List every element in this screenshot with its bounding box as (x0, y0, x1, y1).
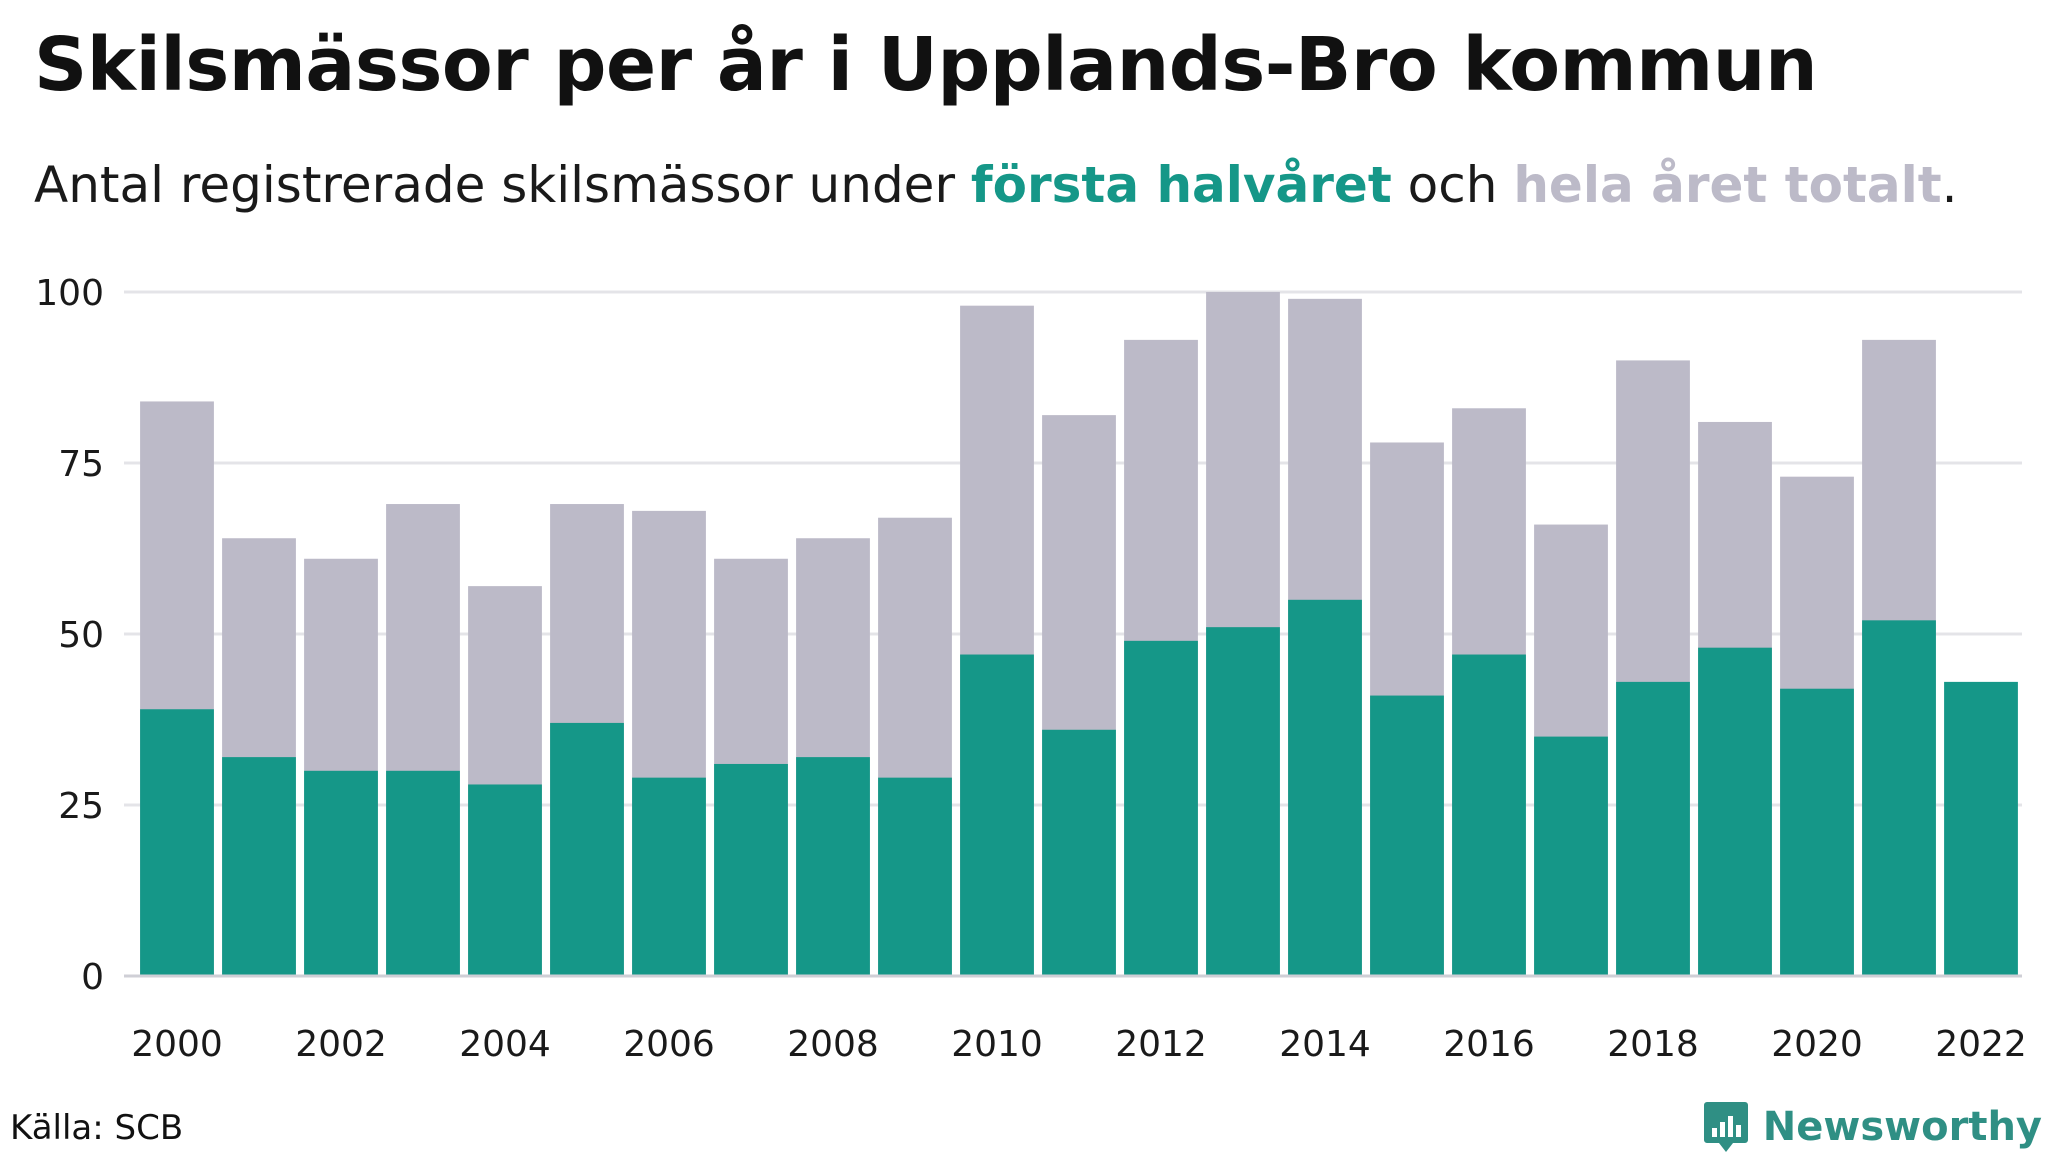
bar-first-half-2020 (1780, 688, 1854, 976)
bar-first-half-2001 (222, 757, 296, 976)
y-tick-label: 75 (58, 444, 104, 485)
x-tick-label: 2018 (1607, 1024, 1699, 1065)
bar-first-half-2019 (1698, 647, 1772, 976)
y-tick-label: 25 (58, 786, 104, 827)
x-tick-label: 2014 (1279, 1024, 1371, 1065)
x-tick-label: 2008 (787, 1024, 879, 1065)
bar-first-half-2007 (714, 763, 788, 976)
bar-first-half-2002 (304, 770, 378, 976)
bar-first-half-2015 (1370, 695, 1444, 976)
bar-first-half-2006 (632, 777, 706, 976)
y-tick-label: 100 (35, 273, 104, 314)
y-tick-label: 50 (58, 615, 104, 656)
subtitle-suffix: . (1941, 156, 1958, 214)
newsworthy-logo: Newsworthy (1703, 1100, 2042, 1154)
source-note: Källa: SCB (10, 1108, 184, 1148)
x-tick-label: 2000 (131, 1024, 223, 1065)
bar-first-half-2010 (960, 654, 1034, 976)
bar-first-half-2016 (1452, 654, 1526, 976)
x-tick-label: 2012 (1115, 1024, 1207, 1065)
x-tick-label: 2006 (623, 1024, 715, 1065)
bar-first-half-2008 (796, 757, 870, 976)
subtitle-prefix: Antal registrerade skilsmässor under (34, 156, 971, 214)
chart-title: Skilsmässor per år i Upplands-Bro kommun (34, 22, 1818, 108)
bar-first-half-2013 (1206, 627, 1280, 976)
bar-first-half-2018 (1616, 681, 1690, 976)
bar-first-half-2000 (140, 709, 214, 976)
bars (124, 292, 2022, 978)
bar-first-half-2005 (550, 722, 624, 976)
logo-text: Newsworthy (1762, 1104, 2042, 1150)
bar-first-half-2003 (386, 770, 460, 976)
y-axis: 0 25 50 75 100 (35, 273, 104, 998)
x-tick-label: 2022 (1935, 1024, 2027, 1065)
bar-first-half-2009 (878, 777, 952, 976)
chart-subtitle: Antal registrerade skilsmässor under för… (34, 156, 1958, 214)
legend-first-half: första halvåret (970, 156, 1392, 214)
bar-first-half-2011 (1042, 729, 1116, 976)
x-tick-label: 2004 (459, 1024, 551, 1065)
x-tick-label: 2010 (951, 1024, 1043, 1065)
x-tick-label: 2020 (1771, 1024, 1863, 1065)
x-axis: 2000 2002 2004 2006 2008 2010 2012 2014 2016 2018… (131, 1024, 2027, 1065)
bar-first-half-2017 (1534, 736, 1608, 976)
bar-first-half-2014 (1288, 599, 1362, 976)
bar-first-half-2004 (468, 784, 542, 976)
x-tick-label: 2002 (295, 1024, 387, 1065)
y-tick-label: 0 (81, 957, 104, 998)
newsworthy-logo-icon (1703, 1102, 1748, 1152)
subtitle-middle: och (1391, 156, 1514, 214)
legend-full-year: hela året totalt (1513, 156, 1942, 214)
bar-first-half-2012 (1124, 640, 1198, 976)
bar-first-half-2022 (1944, 681, 2018, 976)
bar-first-half-2021 (1862, 620, 1936, 976)
x-tick-label: 2016 (1443, 1024, 1535, 1065)
